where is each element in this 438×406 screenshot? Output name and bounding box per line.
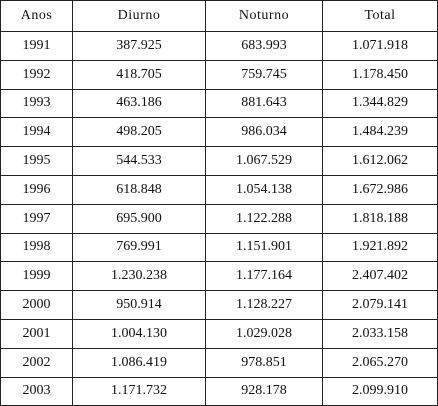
table-cell: 2.033.158 bbox=[322, 318, 438, 349]
table-cell: 1.122.288 bbox=[205, 203, 323, 234]
table-cell: 950.914 bbox=[72, 290, 206, 320]
table-cell: 1995 bbox=[0, 146, 73, 176]
table-cell: 2003 bbox=[0, 376, 73, 406]
table-cell: 881.643 bbox=[205, 88, 323, 119]
table-cell: 2.065.270 bbox=[322, 347, 438, 378]
table-cell: 1.484.239 bbox=[322, 117, 438, 148]
table-cell: 1.086.419 bbox=[72, 347, 206, 378]
header-cell: Anos bbox=[0, 0, 73, 32]
table-row: 1993 463.186 881.643 1.344.829 bbox=[0, 88, 438, 119]
table-cell: 1997 bbox=[0, 203, 73, 234]
table-row: 1996 618.848 1.054.138 1.672.986 bbox=[0, 174, 438, 205]
table-row: 2001 1.004.130 1.029.028 2.033.158 bbox=[0, 318, 438, 349]
table-cell: 1999 bbox=[0, 261, 73, 292]
table-cell: 387.925 bbox=[72, 31, 206, 61]
table-cell: 1.071.918 bbox=[322, 31, 438, 61]
table-cell: 2002 bbox=[0, 347, 73, 378]
table-cell: 1992 bbox=[0, 59, 73, 90]
table-cell: 2001 bbox=[0, 318, 73, 349]
table-cell: 1.612.062 bbox=[322, 146, 438, 176]
table-cell: 498.205 bbox=[72, 117, 206, 148]
table-cell: 1993 bbox=[0, 88, 73, 119]
table-row: 1998 769.991 1.151.901 1.921.892 bbox=[0, 232, 438, 263]
table-row: 1995 544.533 1.067.529 1.612.062 bbox=[0, 146, 438, 176]
header-cell: Noturno bbox=[205, 0, 323, 32]
table-cell: 1.171.732 bbox=[72, 376, 206, 406]
table-row: 1994 498.205 986.034 1.484.239 bbox=[0, 117, 438, 148]
table-cell: 2.079.141 bbox=[322, 290, 438, 320]
table-cell: 1.054.138 bbox=[205, 174, 323, 205]
table-row: 1999 1.230.238 1.177.164 2.407.402 bbox=[0, 261, 438, 292]
table-row: 2003 1.171.732 928.178 2.099.910 bbox=[0, 376, 438, 406]
table-cell: 544.533 bbox=[72, 146, 206, 176]
table-cell: 463.186 bbox=[72, 88, 206, 119]
table-cell: 1.128.227 bbox=[205, 290, 323, 320]
table-cell: 1991 bbox=[0, 31, 73, 61]
table-cell: 1.344.829 bbox=[322, 88, 438, 119]
table-cell: 618.848 bbox=[72, 174, 206, 205]
table-cell: 1.921.892 bbox=[322, 232, 438, 263]
table-cell: 759.745 bbox=[205, 59, 323, 90]
table-cell: 1.818.188 bbox=[322, 203, 438, 234]
table-cell: 2000 bbox=[0, 290, 73, 320]
table-cell: 1.230.238 bbox=[72, 261, 206, 292]
table-row: 2000 950.914 1.128.227 2.079.141 bbox=[0, 290, 438, 320]
table-cell: 1.151.901 bbox=[205, 232, 323, 263]
table-cell: 695.900 bbox=[72, 203, 206, 234]
table-cell: 1.672.986 bbox=[322, 174, 438, 205]
table-row: 1997 695.900 1.122.288 1.818.188 bbox=[0, 203, 438, 234]
table-cell: 1.029.028 bbox=[205, 318, 323, 349]
table-cell: 2.099.910 bbox=[322, 376, 438, 406]
table-cell: 928.178 bbox=[205, 376, 323, 406]
table-cell: 1.067.529 bbox=[205, 146, 323, 176]
table-cell: 1996 bbox=[0, 174, 73, 205]
table-cell: 1.004.130 bbox=[72, 318, 206, 349]
table-cell: 986.034 bbox=[205, 117, 323, 148]
table-cell: 1994 bbox=[0, 117, 73, 148]
table-row: 1992 418.705 759.745 1.178.450 bbox=[0, 59, 438, 90]
table-cell: 1.178.450 bbox=[322, 59, 438, 90]
table-cell: 1.177.164 bbox=[205, 261, 323, 292]
table-cell: 1998 bbox=[0, 232, 73, 263]
header-cell: Diurno bbox=[72, 0, 206, 32]
table-cell: 978.851 bbox=[205, 347, 323, 378]
header-row: Anos Diurno Noturno Total bbox=[0, 0, 438, 32]
table-cell: 683.993 bbox=[205, 31, 323, 61]
table-row: 2002 1.086.419 978.851 2.065.270 bbox=[0, 347, 438, 378]
table-cell: 2.407.402 bbox=[322, 261, 438, 292]
table-cell: 769.991 bbox=[72, 232, 206, 263]
header-cell: Total bbox=[322, 0, 438, 32]
table-cell: 418.705 bbox=[72, 59, 206, 90]
table-row: 1991 387.925 683.993 1.071.918 bbox=[0, 31, 438, 61]
